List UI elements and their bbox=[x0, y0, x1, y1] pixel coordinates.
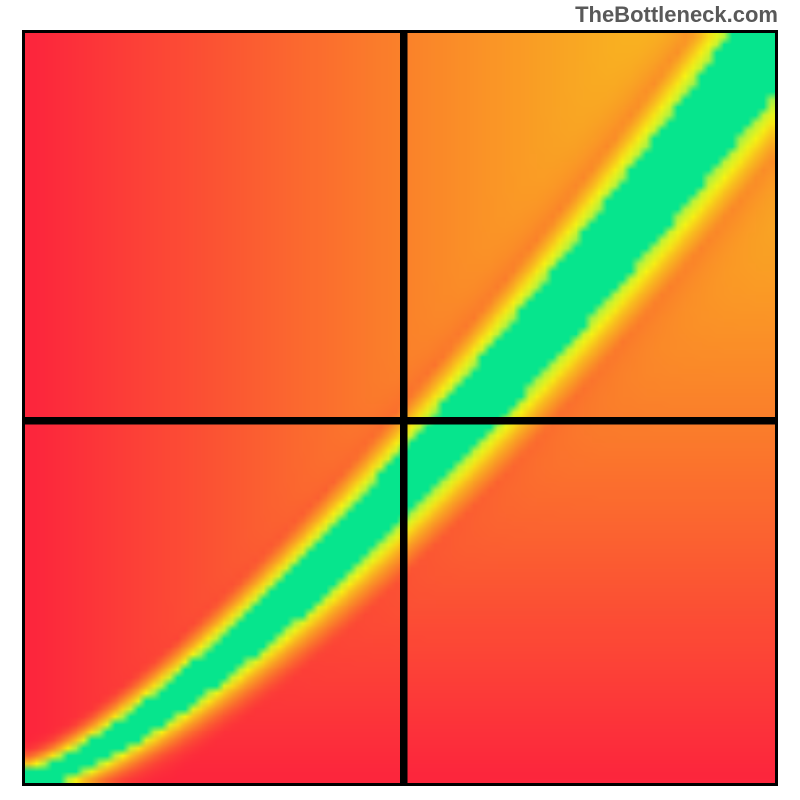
bottleneck-heatmap bbox=[25, 33, 775, 783]
chart-container: TheBottleneck.com bbox=[0, 0, 800, 800]
plot-area bbox=[22, 30, 778, 786]
attribution-text: TheBottleneck.com bbox=[575, 2, 778, 28]
